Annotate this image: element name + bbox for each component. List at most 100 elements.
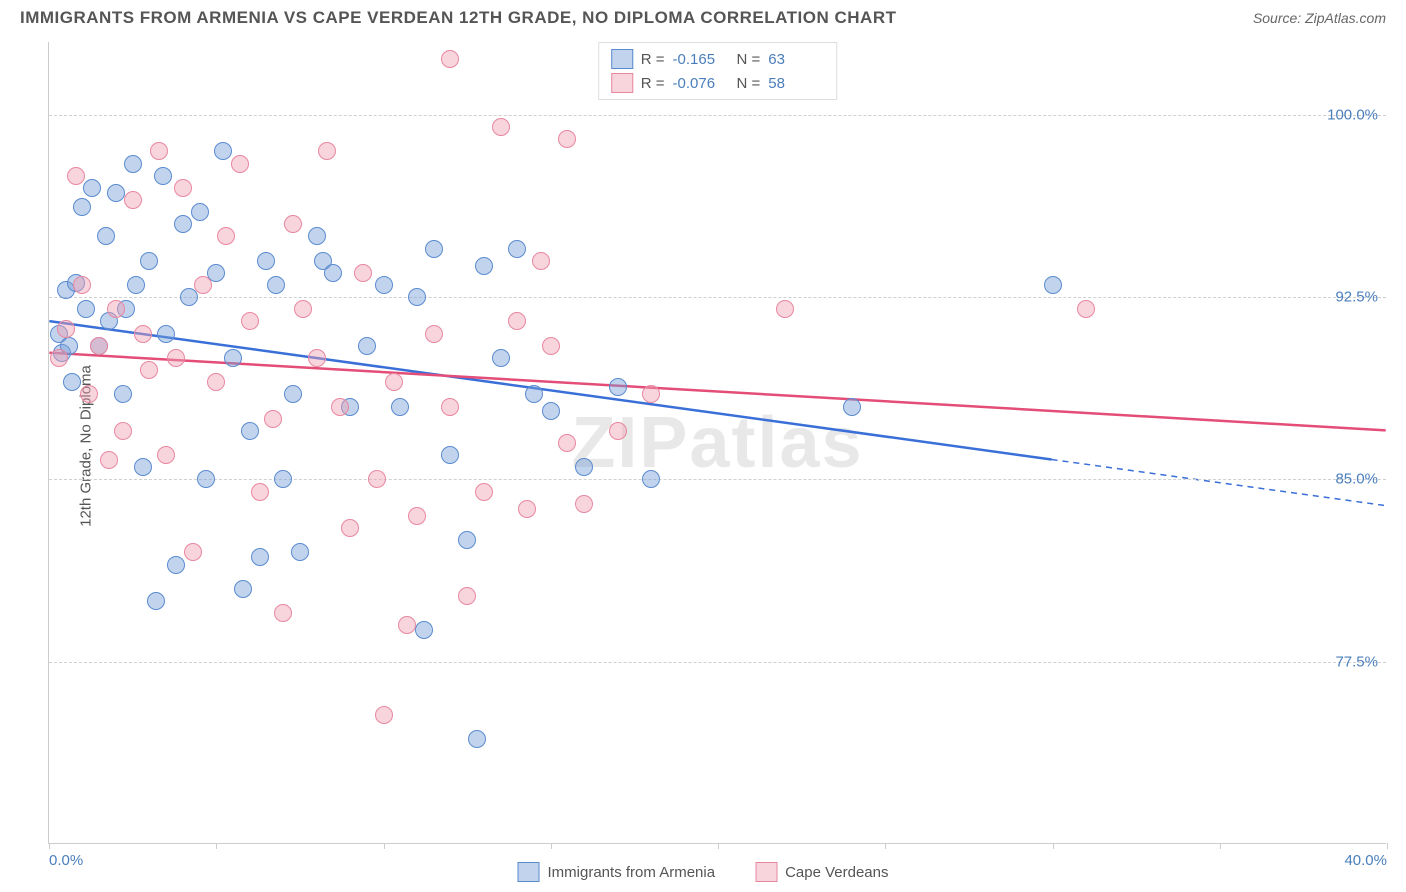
legend-swatch: [611, 73, 633, 93]
scatter-point: [575, 458, 593, 476]
x-tick: [718, 843, 719, 849]
scatter-point: [264, 410, 282, 428]
scatter-point: [124, 155, 142, 173]
x-tick: [1053, 843, 1054, 849]
scatter-point: [1077, 300, 1095, 318]
scatter-point: [441, 398, 459, 416]
stat-n-value: 58: [768, 75, 824, 92]
scatter-point: [140, 361, 158, 379]
x-tick: [1387, 843, 1388, 849]
scatter-point: [97, 227, 115, 245]
scatter-point: [385, 373, 403, 391]
scatter-point: [508, 312, 526, 330]
scatter-point: [776, 300, 794, 318]
gridline: [49, 479, 1386, 480]
stat-r-label: R =: [641, 75, 665, 92]
stat-n-label: N =: [737, 51, 761, 68]
scatter-point: [241, 422, 259, 440]
x-tick: [49, 843, 50, 849]
stat-n-value: 63: [768, 51, 824, 68]
gridline: [49, 115, 1386, 116]
scatter-point: [1044, 276, 1062, 294]
scatter-point: [154, 167, 172, 185]
scatter-point: [207, 373, 225, 391]
source-attribution: Source: ZipAtlas.com: [1253, 10, 1386, 26]
scatter-point: [542, 402, 560, 420]
scatter-point: [642, 385, 660, 403]
scatter-point: [408, 507, 426, 525]
scatter-point: [191, 203, 209, 221]
scatter-point: [408, 288, 426, 306]
scatter-point: [391, 398, 409, 416]
scatter-point: [57, 320, 75, 338]
y-tick-label: 85.0%: [1335, 471, 1378, 488]
scatter-point: [67, 167, 85, 185]
scatter-point: [331, 398, 349, 416]
scatter-point: [274, 470, 292, 488]
scatter-point: [140, 252, 158, 270]
scatter-point: [318, 142, 336, 160]
stat-row: R = -0.165N = 63: [611, 47, 825, 71]
scatter-point: [425, 325, 443, 343]
scatter-point: [468, 730, 486, 748]
y-tick-label: 100.0%: [1327, 106, 1378, 123]
scatter-point: [107, 184, 125, 202]
scatter-point: [458, 531, 476, 549]
scatter-point: [124, 191, 142, 209]
scatter-point: [609, 422, 627, 440]
scatter-point: [157, 325, 175, 343]
scatter-point: [127, 276, 145, 294]
scatter-point: [194, 276, 212, 294]
scatter-point: [217, 227, 235, 245]
scatter-point: [308, 349, 326, 367]
scatter-point: [100, 451, 118, 469]
gridline: [49, 662, 1386, 663]
scatter-point: [234, 580, 252, 598]
scatter-point: [508, 240, 526, 258]
legend-swatch: [755, 862, 777, 882]
legend-label: Immigrants from Armenia: [548, 864, 716, 881]
x-tick: [885, 843, 886, 849]
scatter-point: [525, 385, 543, 403]
scatter-point: [197, 470, 215, 488]
scatter-point: [90, 337, 108, 355]
scatter-point: [398, 616, 416, 634]
legend-swatch: [611, 49, 633, 69]
chart-title: IMMIGRANTS FROM ARMENIA VS CAPE VERDEAN …: [20, 8, 896, 28]
x-tick: [551, 843, 552, 849]
scatter-point: [251, 548, 269, 566]
scatter-point: [224, 349, 242, 367]
scatter-point: [83, 179, 101, 197]
x-tick: [216, 843, 217, 849]
legend-item: Immigrants from Armenia: [518, 862, 716, 882]
scatter-point: [174, 179, 192, 197]
scatter-point: [492, 118, 510, 136]
correlation-stat-box: R = -0.165N = 63R = -0.076N = 58: [598, 42, 838, 100]
legend-label: Cape Verdeans: [785, 864, 888, 881]
scatter-point: [77, 300, 95, 318]
scatter-point: [167, 349, 185, 367]
scatter-point: [63, 373, 81, 391]
scatter-point: [167, 556, 185, 574]
scatter-point: [492, 349, 510, 367]
scatter-point: [50, 349, 68, 367]
scatter-point: [441, 50, 459, 68]
scatter-point: [368, 470, 386, 488]
scatter-point: [73, 276, 91, 294]
scatter-point: [518, 500, 536, 518]
gridline: [49, 297, 1386, 298]
scatter-point: [294, 300, 312, 318]
scatter-point: [358, 337, 376, 355]
scatter-point: [174, 215, 192, 233]
scatter-point: [157, 446, 175, 464]
trend-line: [49, 353, 1385, 431]
trend-lines-svg: [49, 42, 1386, 843]
scatter-point: [475, 257, 493, 275]
scatter-point: [425, 240, 443, 258]
scatter-point: [415, 621, 433, 639]
scatter-point: [375, 276, 393, 294]
scatter-point: [542, 337, 560, 355]
stat-r-value: -0.165: [673, 51, 729, 68]
series-legend: Immigrants from Armenia Cape Verdeans: [518, 862, 889, 882]
scatter-point: [107, 300, 125, 318]
